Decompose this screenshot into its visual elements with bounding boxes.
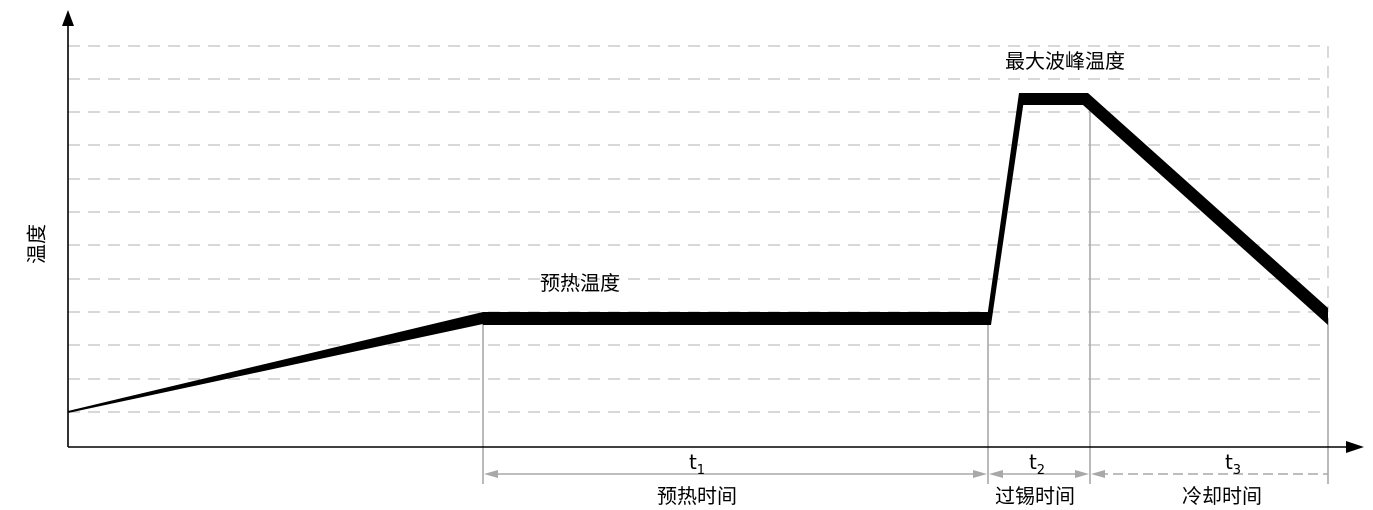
grid-lines bbox=[68, 45, 1329, 413]
preheat-plateau-segment bbox=[483, 312, 988, 325]
preheat-ramp-segment bbox=[68, 312, 483, 413]
t1-left-arrow-icon bbox=[484, 470, 498, 478]
t3-left-arrow-icon bbox=[1091, 470, 1105, 478]
t1-symbol-subscript: 1 bbox=[697, 463, 705, 478]
soldering-time-label: 过锡时间 bbox=[995, 484, 1075, 508]
y-axis-label: 温度 bbox=[25, 224, 49, 264]
wave-rise-segment bbox=[986, 93, 1025, 325]
cooling-segment bbox=[1083, 93, 1328, 325]
t1-right-arrow-icon bbox=[973, 470, 987, 478]
preheat-time-label: 预热时间 bbox=[657, 484, 737, 508]
t2-symbol-subscript: 2 bbox=[1037, 463, 1045, 478]
t1-symbol-main: t bbox=[689, 450, 697, 474]
interval-arrows bbox=[484, 470, 1328, 478]
t3-symbol-main: t bbox=[1225, 450, 1233, 474]
t2-right-arrow-icon bbox=[1075, 470, 1089, 478]
labels: 温度 预热温度 最大波峰温度 t1 预热时间 t2 过锡时间 t3 冷却时间 bbox=[25, 49, 1263, 508]
t2-symbol: t2 bbox=[1029, 450, 1045, 478]
phase-boundary-lines bbox=[482, 96, 1329, 484]
temperature-profile-curve bbox=[68, 93, 1328, 413]
t3-symbol-subscript: 3 bbox=[1233, 463, 1241, 478]
max-wave-peak-temperature-label: 最大波峰温度 bbox=[1005, 49, 1125, 73]
cooling-time-label: 冷却时间 bbox=[1182, 484, 1262, 508]
axes bbox=[62, 10, 1364, 453]
preheat-temperature-label: 预热温度 bbox=[540, 271, 620, 295]
t2-symbol-main: t bbox=[1029, 450, 1037, 474]
y-axis-arrow-icon bbox=[62, 10, 74, 26]
wave-peak-segment bbox=[1021, 93, 1090, 105]
t3-symbol: t3 bbox=[1225, 450, 1241, 478]
t2-left-arrow-icon bbox=[989, 470, 1003, 478]
x-axis-arrow-icon bbox=[1346, 441, 1364, 453]
t1-symbol: t1 bbox=[689, 450, 705, 478]
